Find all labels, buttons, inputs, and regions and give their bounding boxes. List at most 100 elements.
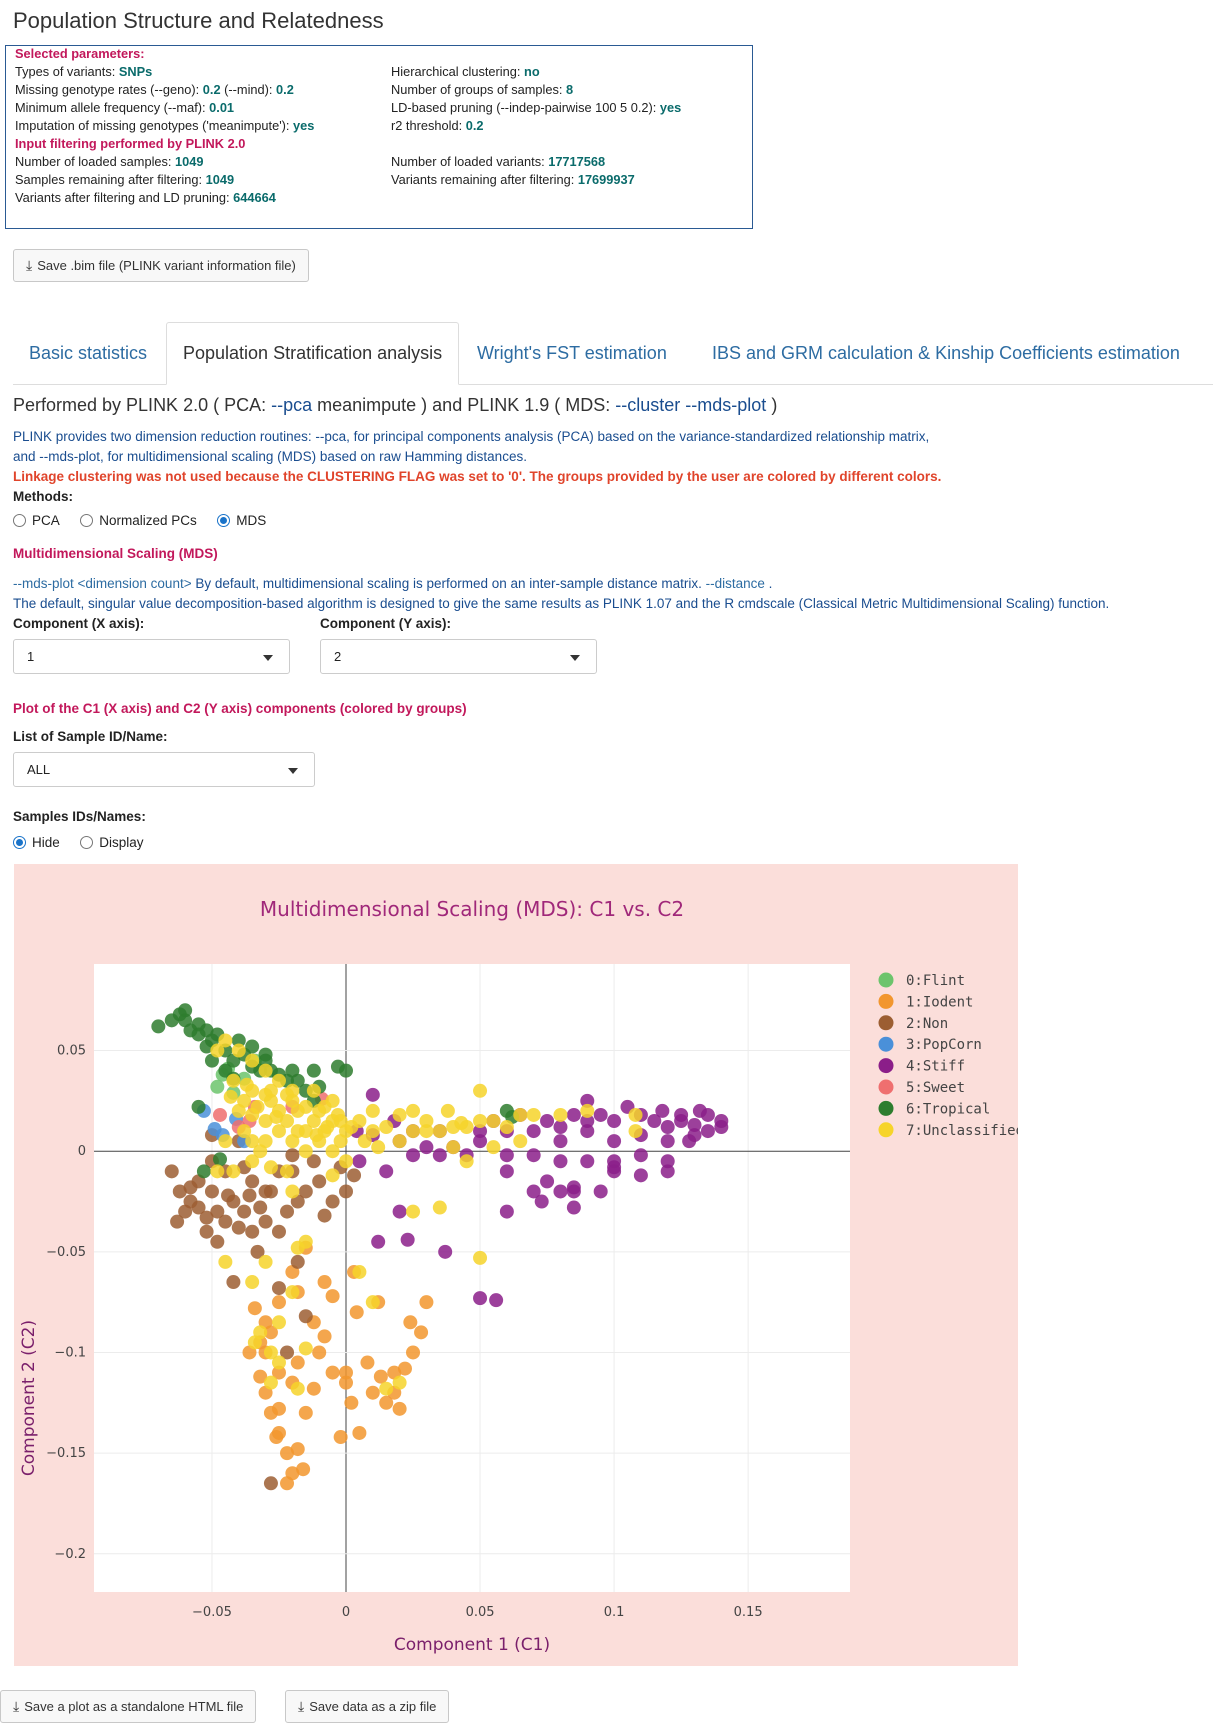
data-point <box>687 1118 702 1133</box>
data-point <box>392 1375 407 1390</box>
param-groups: Number of groups of samples: 8 <box>391 82 574 97</box>
data-point <box>263 1345 278 1360</box>
data-point <box>245 1053 260 1068</box>
data-point <box>196 1164 211 1179</box>
filter-heading: Input filtering performed by PLINK 2.0 <box>15 136 246 151</box>
data-point <box>298 1144 313 1159</box>
data-point <box>271 1224 286 1239</box>
legend-entry: 6:Tropical <box>906 1101 990 1117</box>
data-point <box>271 1124 286 1139</box>
data-point <box>489 1293 504 1308</box>
selected-parameters-panel: Selected parameters: Types of variants: … <box>5 45 753 229</box>
sample-list-select[interactable]: ALL <box>13 752 315 787</box>
ids-hide-radio[interactable]: Hide <box>13 835 60 850</box>
data-point <box>499 1164 514 1179</box>
data-point <box>365 1295 380 1310</box>
data-point <box>553 1184 568 1199</box>
data-point <box>298 1405 313 1420</box>
param-r2-threshold: r2 threshold: 0.2 <box>391 118 484 133</box>
data-point <box>397 1361 412 1376</box>
clustering-warning: Linkage clustering was not used because … <box>13 469 942 484</box>
tab-ibs-grm-kinship[interactable]: IBS and GRM calculation & Kinship Coeffi… <box>712 343 1180 363</box>
data-point <box>339 1184 353 1199</box>
plot-heading: Plot of the C1 (X axis) and C2 (Y axis) … <box>13 701 467 716</box>
data-point <box>191 1200 206 1215</box>
data-point <box>459 1154 474 1169</box>
data-point <box>371 1140 386 1155</box>
data-point <box>347 1168 362 1183</box>
data-point <box>285 1184 300 1199</box>
data-point <box>317 1329 332 1344</box>
data-point <box>269 1109 284 1124</box>
data-point <box>339 1063 353 1078</box>
mds-scatter-chart[interactable]: −0.05 0 0.05 0.1 0.15 0.05 0 −0.05 −0.1 −0.15 −0.2… <box>14 864 1018 1666</box>
data-point <box>309 1128 324 1143</box>
data-point <box>306 1154 321 1169</box>
x-axis-label: Component 1 (C1) <box>394 1635 550 1655</box>
x-tick-label: 0 <box>342 1605 350 1620</box>
data-point <box>221 1188 236 1203</box>
data-point <box>226 1275 241 1290</box>
data-point <box>379 1395 394 1410</box>
data-point <box>373 1369 388 1384</box>
data-point <box>403 1315 418 1330</box>
data-point <box>473 1250 488 1265</box>
legend-marker <box>878 972 894 988</box>
method-pca-radio[interactable]: PCA <box>13 513 60 528</box>
data-point <box>352 1264 367 1279</box>
x-tick-label: −0.05 <box>192 1605 232 1620</box>
tab-fst-estimation[interactable]: Wright's FST estimation <box>477 343 667 363</box>
save-html-button[interactable]: ⤓ Save a plot as a standalone HTML file <box>0 1690 257 1723</box>
param-variant-types: Types of variants: SNPs <box>15 64 153 79</box>
component-x-select[interactable]: 1 <box>13 639 290 674</box>
legend-marker <box>878 1036 894 1052</box>
method-normalized-pcs-radio[interactable]: Normalized PCs <box>80 513 197 528</box>
legend-marker <box>878 1100 894 1116</box>
data-point <box>191 1099 206 1114</box>
ids-display-radio[interactable]: Display <box>80 835 143 850</box>
legend-marker <box>878 1122 894 1138</box>
legend-marker <box>878 993 894 1009</box>
sample-ids-label: Samples IDs/Names: <box>13 809 146 824</box>
data-point <box>210 1204 225 1219</box>
data-point <box>306 1083 321 1098</box>
data-point <box>298 1341 313 1356</box>
data-point <box>692 1103 707 1118</box>
data-point <box>499 1204 514 1219</box>
data-point <box>237 1204 252 1219</box>
legend-entry: 2:Non <box>906 1016 948 1032</box>
data-point <box>339 1375 353 1390</box>
tab-population-stratification[interactable]: Population Stratification analysis <box>166 322 460 385</box>
data-point <box>419 1295 434 1310</box>
download-icon: ⤓ <box>26 257 33 273</box>
data-point <box>298 1184 313 1199</box>
data-point <box>580 1103 595 1118</box>
data-point <box>330 1107 345 1122</box>
save-zip-button[interactable]: ⤓ Save data as a zip file <box>285 1690 450 1723</box>
data-point <box>218 1033 233 1048</box>
save-bim-button[interactable]: ⤓ Save .bim file (PLINK variant informat… <box>13 249 309 282</box>
data-point <box>231 1043 246 1058</box>
data-point <box>526 1124 541 1139</box>
data-point <box>290 1442 305 1457</box>
method-mds-radio[interactable]: MDS <box>217 513 266 528</box>
data-point <box>607 1114 622 1128</box>
data-point <box>263 1083 278 1098</box>
data-point <box>317 1275 332 1290</box>
data-point <box>607 1134 622 1149</box>
data-point <box>325 1168 340 1183</box>
data-point <box>647 1114 662 1128</box>
component-y-select[interactable]: 2 <box>320 639 597 674</box>
data-point <box>432 1124 447 1139</box>
data-point <box>580 1124 595 1139</box>
data-point <box>633 1148 648 1163</box>
tab-basic-statistics[interactable]: Basic statistics <box>29 343 148 363</box>
data-point <box>290 1124 305 1139</box>
data-point <box>280 1476 295 1491</box>
param-remaining-samples: Samples remaining after filtering: 1049 <box>15 172 235 187</box>
data-point <box>231 1033 246 1048</box>
legend-entry: 3:PopCorn <box>906 1037 982 1053</box>
component-x-label: Component (X axis): <box>13 616 145 631</box>
data-point <box>210 1164 225 1179</box>
legend-marker <box>878 1058 894 1074</box>
